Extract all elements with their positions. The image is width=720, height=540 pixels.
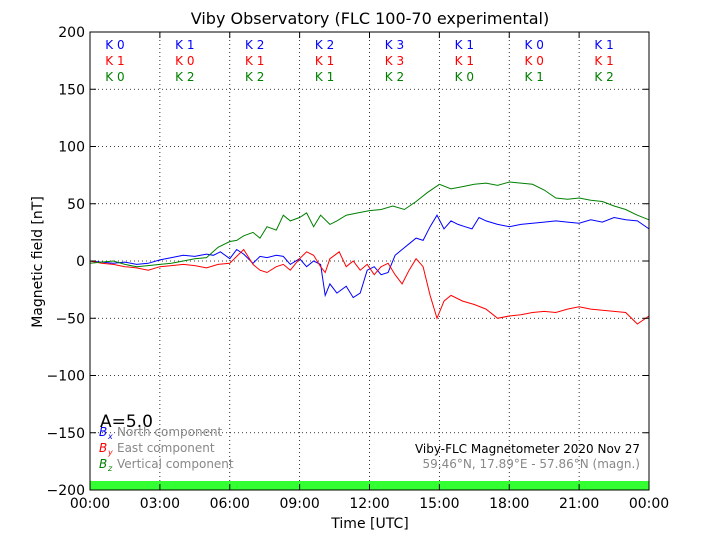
- y-tick-label: 50: [67, 197, 85, 213]
- k-index-label: K 3: [385, 54, 404, 68]
- k-index-label: K 1: [594, 38, 613, 52]
- legend-symbol-subscript: x: [107, 432, 113, 441]
- k-index-label: K 1: [315, 70, 334, 84]
- y-tick-label: 200: [58, 25, 85, 41]
- grid-lines: [90, 32, 649, 490]
- k-index-label: K 0: [105, 38, 124, 52]
- k-index-label: K 1: [105, 54, 124, 68]
- k-index-label: K 2: [175, 70, 194, 84]
- k-index-label: K 2: [315, 38, 334, 52]
- legend-symbol: B: [99, 457, 107, 471]
- k-index-label: K 1: [594, 54, 613, 68]
- y-tick-label: −100: [47, 369, 85, 385]
- x-tick-label: 09:00: [279, 496, 319, 512]
- k-index-table: K 0 K 1 K 2 K 2 K 3 K 1 K 0 K 1 K 1 K 0 K 1 K 1 K 3 K…: [105, 38, 613, 84]
- k-index-label: K 0: [455, 70, 474, 84]
- y-tick-label: 0: [76, 254, 85, 270]
- chart-title: Viby Observatory (FLC 100-70 experimenta…: [191, 9, 550, 28]
- x-axis-label: Time [UTC]: [330, 516, 408, 532]
- y-tick-label: 100: [58, 140, 85, 156]
- x-tick-label: 00:00: [70, 496, 110, 512]
- legend-symbol: B: [99, 441, 107, 455]
- series-line: [89, 181, 650, 268]
- axis-ticks: 00:00 03:00 06:00 09:00 12:00 15:00 18:00 21:00…: [47, 25, 670, 512]
- k-index-label: K 1: [525, 70, 544, 84]
- k-index-label: K 3: [385, 38, 404, 52]
- k-index-label: K 0: [525, 38, 544, 52]
- k-index-label: K 0: [525, 54, 544, 68]
- a-index-label: A=5.0: [100, 412, 153, 432]
- k-index-label: K 2: [245, 38, 264, 52]
- k-index-label: K 1: [315, 54, 334, 68]
- x-tick-label: 00:00: [629, 496, 669, 512]
- legend-symbol-subscript: z: [107, 464, 113, 473]
- k-index-label: K 1: [245, 54, 264, 68]
- y-tick-label: −150: [47, 426, 85, 442]
- y-axis-label: Magnetic field [nT]: [30, 196, 46, 328]
- k-index-label: K 1: [175, 38, 194, 52]
- k-index-label: K 2: [245, 70, 264, 84]
- x-tick-label: 06:00: [210, 496, 250, 512]
- k-index-label: K 0: [175, 54, 194, 68]
- y-tick-label: −50: [55, 311, 85, 327]
- y-tick-label: −200: [47, 483, 85, 499]
- k-index-label: K 1: [455, 38, 474, 52]
- x-tick-label: 21:00: [559, 496, 599, 512]
- x-tick-label: 18:00: [489, 496, 529, 512]
- legend-label: North component: [117, 425, 223, 439]
- x-tick-label: 03:00: [140, 496, 180, 512]
- x-tick-label: 15:00: [419, 496, 459, 512]
- k-index-label: K 1: [455, 54, 474, 68]
- legend-label: East component: [117, 441, 215, 455]
- x-tick-label: 12:00: [349, 496, 389, 512]
- k-index-label: K 2: [594, 70, 613, 84]
- legend-label: Vertical component: [117, 457, 234, 471]
- y-tick-label: 150: [58, 82, 85, 98]
- k-index-label: K 2: [385, 70, 404, 84]
- info-line-1: Viby-FLC Magnetometer 2020 Nov 27: [415, 442, 640, 456]
- series-lines: [89, 181, 650, 325]
- k-index-label: K 0: [105, 70, 124, 84]
- info-line-2: 59.46°N, 17.89°E - 57.86°N (magn.): [423, 457, 640, 471]
- series-line: [89, 248, 650, 325]
- legend-symbol: B: [99, 425, 107, 439]
- legend-symbol-subscript: y: [107, 448, 113, 457]
